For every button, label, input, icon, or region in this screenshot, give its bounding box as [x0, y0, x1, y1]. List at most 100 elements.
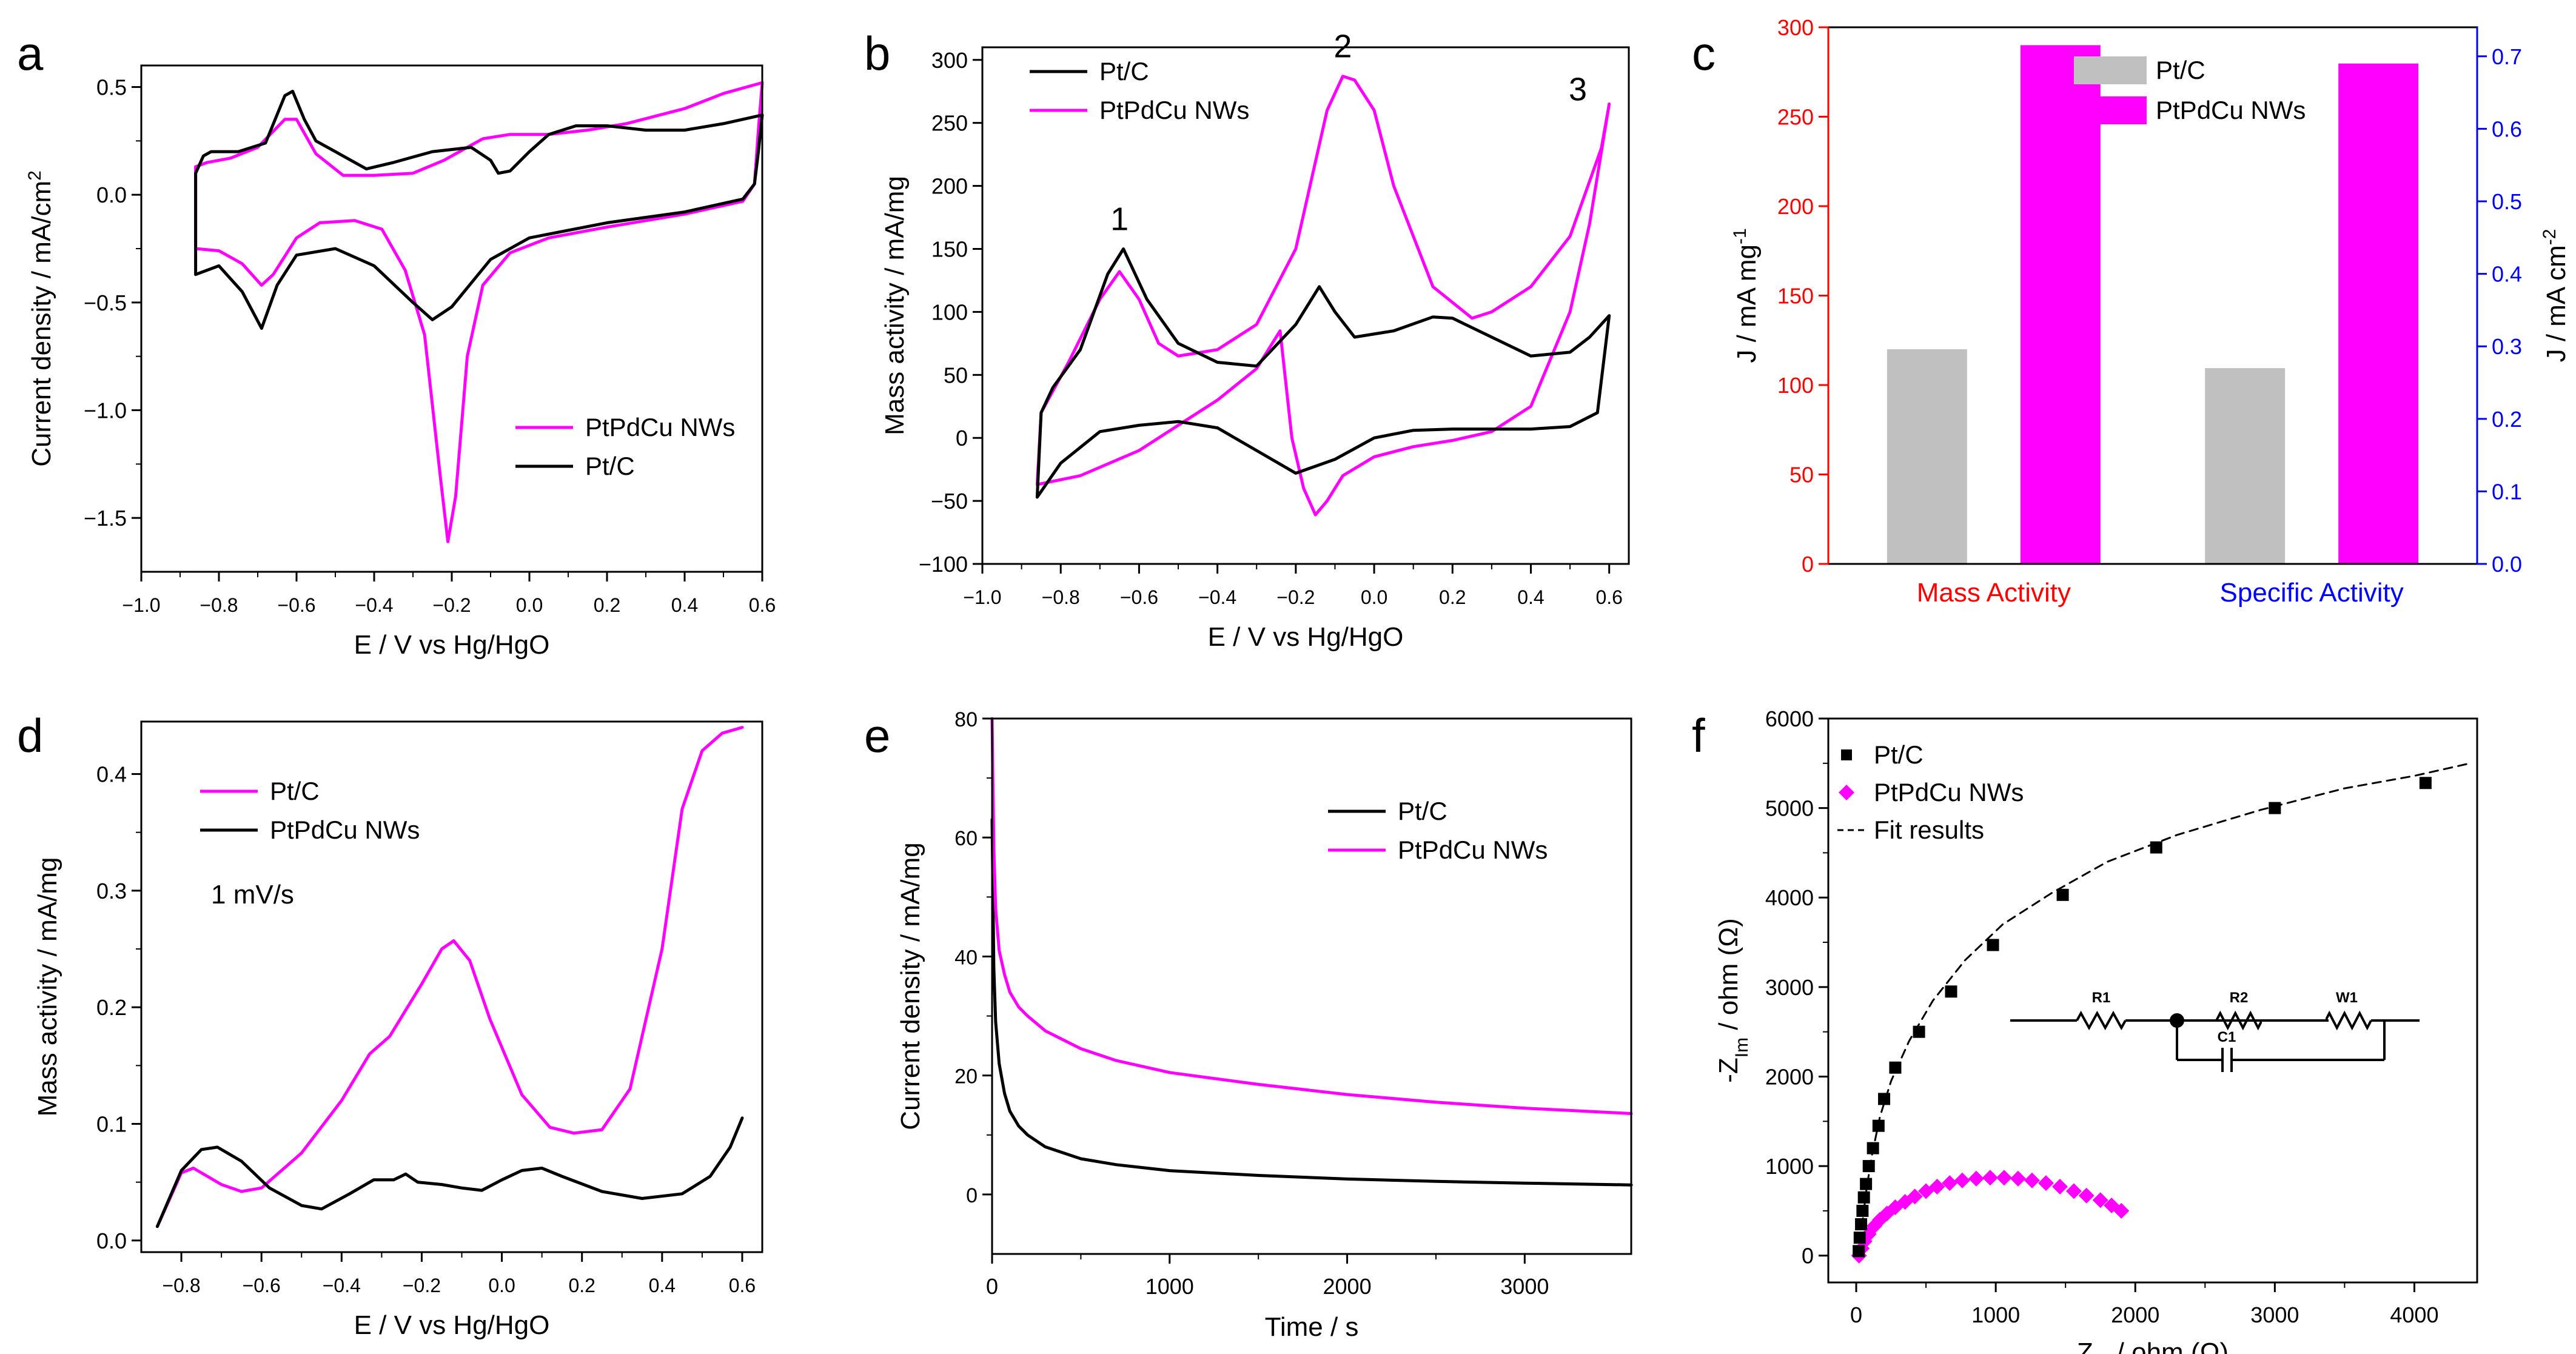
- panel-d-xtick-label: 0.4: [649, 1275, 676, 1296]
- panel-f-xtick-label: 0: [1850, 1302, 1862, 1327]
- panel-e-ytick-label: 40: [954, 946, 978, 969]
- panel-f-frame: [1827, 717, 2478, 1284]
- panel-d-xtick-label: −0.4: [323, 1275, 361, 1296]
- panel-f-point-ptc: [1857, 1191, 1870, 1204]
- panel-c-ytick-label: 0: [1802, 552, 1814, 577]
- panel-f-point-ptc: [1862, 1160, 1875, 1173]
- panel-a-legend-label: PtPdCu NWs: [585, 413, 735, 441]
- panel-f-point-ptpdcu: [2065, 1183, 2082, 1199]
- panel-f-ytick-label: 2000: [1765, 1064, 1814, 1089]
- panel-c-ytick-label-right: 0.0: [2492, 552, 2522, 577]
- panel-d-xtick-label: 0.2: [568, 1275, 595, 1296]
- circuit-resistor: [2076, 1010, 2127, 1031]
- panel-c-ytick-label: 300: [1777, 15, 1814, 40]
- panel-f-legend-label: PtPdCu NWs: [1874, 778, 2024, 806]
- panel-d-xlabel: E / V vs Hg/HgO: [354, 1310, 550, 1340]
- panel-a-ytick-label: −0.5: [84, 290, 127, 315]
- panel-f-point-ptc: [1855, 1218, 1868, 1231]
- panel-b-xtick-label: −1.0: [963, 586, 1001, 608]
- circuit-label-r1: R1: [2092, 990, 2111, 1006]
- panel-e-ytick-label: 80: [954, 708, 978, 731]
- panel-b-ytick-label: −100: [919, 552, 968, 577]
- panel-a-letter: a: [17, 27, 44, 80]
- panel-b-series-ptc: [1035, 247, 1611, 499]
- panel-f-circuit-diagram: R1 R2 W1 C1: [2010, 990, 2420, 1072]
- panel-f-point-ptpdcu: [2038, 1175, 2054, 1191]
- panel-e-letter: e: [864, 709, 890, 762]
- panel-f-point-ptc: [1987, 939, 1999, 951]
- panel-f-point-ptpdcu: [2024, 1172, 2040, 1188]
- panel-f-legend-swatch-ptpdcu: [1839, 785, 1854, 800]
- panel-f-ytick-label: 0: [1802, 1244, 1814, 1269]
- panel-f-xlabel: Zre / ohm (Ω): [2077, 1338, 2229, 1354]
- panel-b-legend-label: PtPdCu NWs: [1099, 96, 1249, 124]
- panel-f-point-ptpdcu: [2113, 1202, 2130, 1219]
- panel-c-category-label: Specific Activity: [2220, 578, 2404, 608]
- panel-f-point-ptpdcu: [2078, 1187, 2095, 1204]
- panel-d-ytick-label: 0.4: [96, 762, 127, 787]
- panel-f-ytick-label: 4000: [1765, 885, 1814, 910]
- panel-f-point-ptc: [1889, 1061, 1902, 1074]
- panel-b-xtick-label: −0.8: [1042, 586, 1080, 608]
- panel-f-point-ptpdcu: [1942, 1175, 1958, 1191]
- panel-d-letter: d: [17, 709, 43, 762]
- panel-f-xtick-label: 1000: [1971, 1302, 2020, 1327]
- circuit-label-c1: C1: [2218, 1029, 2236, 1045]
- panel-f-point-ptc: [2419, 777, 2432, 789]
- panel-f-point-ptc: [2150, 841, 2162, 854]
- panel-e-xtick-label: 1000: [1145, 1274, 1194, 1299]
- panel-f-ytick-label: 6000: [1765, 706, 1814, 731]
- panel-a-xtick-label: 0.6: [749, 594, 776, 616]
- panel-d-xtick-label: −0.8: [162, 1275, 200, 1296]
- panel-c-bar-ptc-mass: [1887, 349, 1967, 564]
- panel-a-legend-label: Pt/C: [585, 452, 635, 480]
- panel-b-peak-label: 1: [1110, 201, 1129, 237]
- panel-f-point-ptc: [1860, 1178, 1873, 1190]
- panel-c-ytick-label-right: 0.4: [2492, 262, 2522, 287]
- panel-d-ytick-label: 0.3: [96, 879, 127, 903]
- panel-a-ytick-label: −1.5: [84, 506, 127, 531]
- panel-f-xtick-label: 2000: [2111, 1302, 2159, 1327]
- panel-f-point-ptc: [2056, 888, 2069, 901]
- panel-c-ytick-label-right: 0.7: [2492, 44, 2522, 69]
- panel-f-point-ptpdcu: [1929, 1179, 1945, 1195]
- panel-d-ylabel: Mass activity / mA/mg: [33, 857, 62, 1117]
- panel-e-series-ptc: [990, 818, 1633, 1187]
- panel-f-xtick-label: 3000: [2250, 1302, 2299, 1327]
- panel-c-legend-label: Pt/C: [2156, 56, 2205, 84]
- panel-c-ytick-label-right: 0.6: [2492, 116, 2522, 141]
- panel-b-xtick-label: −0.6: [1120, 586, 1158, 608]
- panel-a-xtick-label: −0.8: [200, 594, 238, 616]
- panel-c-ylabel: J / mA mg-1: [1730, 228, 1762, 363]
- panel-b-peak-label: 2: [1333, 28, 1352, 65]
- panel-e-legend-label: PtPdCu NWs: [1398, 836, 1548, 864]
- panel-f-point-ptpdcu: [2092, 1192, 2108, 1208]
- panel-f-point-ptpdcu: [1968, 1170, 1984, 1187]
- panel-a-xlabel: E / V vs Hg/HgO: [354, 630, 550, 660]
- panel-b-ytick-label: 200: [931, 174, 968, 199]
- panel-e-xlabel: Time / s: [1265, 1312, 1359, 1342]
- panel-c-legend-label: PtPdCu NWs: [2156, 96, 2306, 124]
- panel-c-ytick-label: 100: [1777, 373, 1814, 398]
- panel-c-ytick-label-right: 0.5: [2492, 189, 2522, 214]
- panel-a-ytick-label: 0.0: [96, 183, 127, 207]
- panel-d-xtick-label: −0.6: [243, 1275, 281, 1296]
- panel-f-point-ptpdcu: [1907, 1188, 1923, 1205]
- panel-d-series-ptpdcu: [155, 1116, 744, 1228]
- panel-e-ytick-label: 0: [966, 1184, 978, 1207]
- panel-f-point-ptc: [1867, 1142, 1879, 1155]
- panel-d-xtick-label: 0.6: [729, 1275, 756, 1296]
- panel-a-xtick-label: 0.0: [516, 594, 543, 616]
- panel-b-xtick-label: −0.4: [1198, 586, 1236, 608]
- panel-f-ytick-label: 1000: [1765, 1154, 1814, 1179]
- panel-a-series-ptc: [194, 90, 764, 330]
- panel-d-xtick-label: −0.2: [403, 1275, 441, 1296]
- panel-c-letter: c: [1692, 27, 1716, 80]
- panel-b-ytick-label: 100: [931, 300, 968, 324]
- panel-c-legend-swatch: [2074, 96, 2147, 124]
- circuit-resistor: [2324, 1010, 2372, 1031]
- panel-b-ytick-label: 300: [931, 48, 968, 73]
- panel-f-legend-swatch-ptc: [1841, 749, 1852, 760]
- panel-a-ylabel: Current density / mA/cm2: [25, 170, 57, 467]
